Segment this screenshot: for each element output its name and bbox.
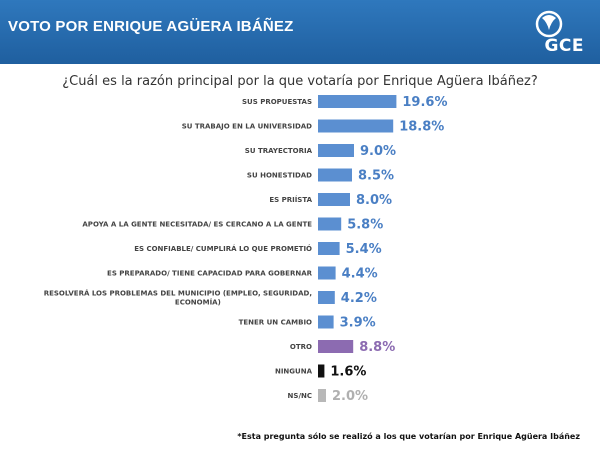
category-label: ES CONFIABLE/ CUMPLIRÁ LO QUE PROMETIÓ [134, 244, 312, 253]
bar [318, 291, 335, 304]
category-label: ES PREPARADO/ TIENE CAPACIDAD PARA GOBER… [107, 270, 313, 278]
bar [318, 242, 340, 255]
category-label: TENER UN CAMBIO [239, 319, 312, 327]
bar [318, 144, 354, 157]
bar [318, 193, 350, 206]
value-label: 1.6% [330, 365, 366, 380]
bar [318, 168, 352, 182]
value-label: 8.8% [359, 340, 395, 355]
category-label: SU TRABAJO EN LA UNIVERSIDAD [182, 123, 312, 131]
value-label: 8.0% [356, 193, 392, 208]
bar-chart: SUS PROPUESTAS 19.6% SU TRABAJO EN LA UNIV… [44, 95, 448, 404]
bar [318, 119, 394, 133]
value-label: 19.6% [402, 95, 447, 110]
bar [318, 217, 342, 231]
category-label: SUS PROPUESTAS [242, 98, 312, 106]
value-label: 4.4% [342, 267, 378, 282]
footnote: *Esta pregunta sólo se realizó a los que… [237, 432, 580, 441]
category-label: SU TRAYECTORIA [245, 147, 313, 155]
value-label: 5.4% [346, 242, 382, 257]
chart-title: ¿Cuál es la razón principal por la que v… [62, 74, 538, 89]
page-title: VOTO POR ENRIQUE AGÜERA IBÁÑEZ [8, 18, 294, 35]
bar [318, 340, 354, 353]
category-label: NINGUNA [275, 368, 313, 376]
value-label: 9.0% [360, 144, 396, 159]
category-label: APOYA A LA GENTE NECESITADA/ ES CERCANO … [82, 221, 312, 229]
value-label: 8.5% [358, 169, 394, 184]
value-label: 5.8% [347, 218, 383, 233]
header-bar: VOTO POR ENRIQUE AGÜERA IBÁÑEZ GCE [0, 0, 600, 64]
logo-text: GCE [544, 36, 584, 56]
category-label: NS/NC [288, 392, 312, 400]
value-label: 2.0% [332, 389, 368, 404]
value-label: 3.9% [340, 316, 376, 331]
bar [318, 95, 397, 108]
category-label: SU HONESTIDAD [247, 172, 312, 180]
category-label: ES PRIÍSTA [269, 195, 312, 204]
category-label: RESOLVERÁ LOS PROBLEMAS DEL MUNICIPIO (E… [44, 289, 312, 307]
bar [318, 266, 336, 280]
bar [318, 389, 326, 402]
category-label: OTRO [290, 343, 312, 351]
value-label: 18.8% [399, 120, 444, 135]
bar [318, 364, 325, 378]
gce-logo-icon [535, 10, 563, 38]
value-label: 4.2% [341, 291, 377, 306]
bar [318, 315, 334, 329]
